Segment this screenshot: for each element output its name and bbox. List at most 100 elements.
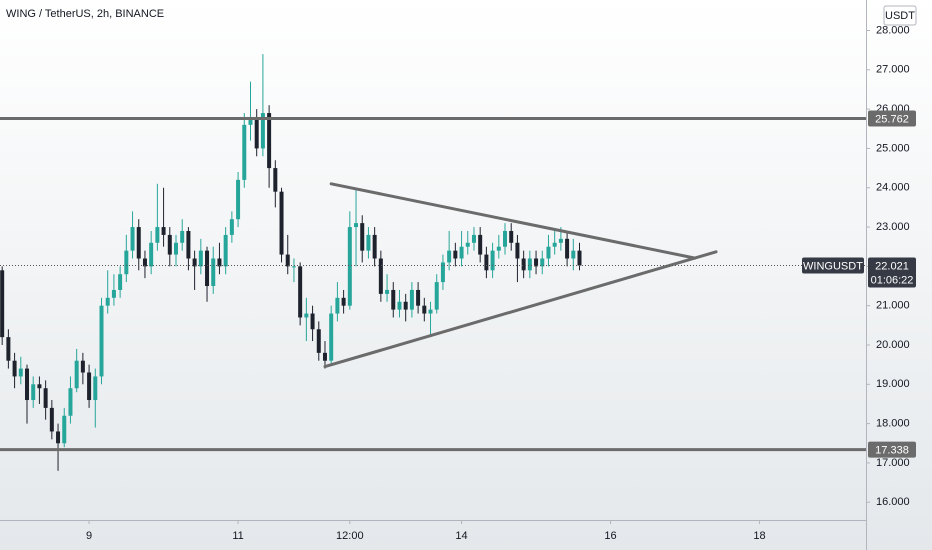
candle-body xyxy=(236,179,241,220)
level-label: 17.338 xyxy=(875,445,909,457)
candle-body xyxy=(87,372,92,401)
candle-body xyxy=(291,266,296,268)
candle-body xyxy=(279,191,284,255)
candle-body xyxy=(515,242,520,259)
candle-body xyxy=(341,297,346,306)
candle-body xyxy=(18,368,23,377)
y-tick-label: 16.000 xyxy=(876,496,910,508)
level-label-box xyxy=(868,441,916,458)
currency: USDT xyxy=(885,10,915,22)
candle-body xyxy=(80,360,85,373)
candle-body xyxy=(254,116,259,149)
level-label-box xyxy=(868,110,916,127)
candle-body xyxy=(142,258,147,267)
candle-body xyxy=(471,234,476,243)
candle-body xyxy=(93,376,98,401)
candle-body xyxy=(409,289,414,310)
x-tick-label: 18 xyxy=(753,530,765,542)
trendline xyxy=(323,250,718,369)
candle-body xyxy=(25,368,30,401)
candle-body xyxy=(546,246,551,259)
x-tick-label: 14 xyxy=(455,530,467,542)
candle-body xyxy=(540,258,545,267)
candle-body xyxy=(490,250,495,271)
y-tick-label: 23.000 xyxy=(876,221,910,233)
symbol-label-box xyxy=(802,257,864,274)
candle-body xyxy=(62,415,67,444)
candle-body xyxy=(484,254,489,271)
candle-body xyxy=(242,124,247,180)
y-tick-label: 24.000 xyxy=(876,182,910,194)
candle-body xyxy=(217,258,222,267)
candle-body xyxy=(434,282,439,310)
candle-body xyxy=(428,309,433,314)
candle-body xyxy=(273,168,278,192)
candle-body xyxy=(577,250,582,266)
candle-body xyxy=(465,242,470,247)
candle-body xyxy=(366,234,371,251)
x-tick-label: 11 xyxy=(232,530,243,542)
candle-body xyxy=(422,305,427,314)
y-tick-label: 17.000 xyxy=(876,457,910,469)
last-price-label: 22.021 xyxy=(875,260,909,272)
candle-body xyxy=(198,250,203,267)
candle-body xyxy=(6,337,11,361)
y-tick-label: 25.000 xyxy=(876,142,910,154)
candle-body xyxy=(223,234,228,267)
y-tick-label: 27.000 xyxy=(876,64,910,76)
candle-body xyxy=(565,238,570,259)
candle-body xyxy=(161,227,166,235)
candle-body xyxy=(136,227,141,259)
candle-body xyxy=(105,297,110,306)
candle-body xyxy=(56,431,61,444)
candle-body xyxy=(118,274,123,290)
x-tick-label: 16 xyxy=(604,530,616,542)
candle-body xyxy=(496,246,501,251)
candle-body xyxy=(527,258,532,271)
candle-body xyxy=(37,384,42,389)
candle-body xyxy=(192,258,197,267)
candle-body xyxy=(248,116,253,125)
candle-body xyxy=(31,384,36,401)
candle-body xyxy=(124,250,129,275)
y-tick-label: 21.000 xyxy=(876,300,910,312)
candle-body xyxy=(552,242,557,247)
y-tick-label: 28.000 xyxy=(876,24,910,36)
y-tick-label: 19.000 xyxy=(876,378,910,390)
candle-body xyxy=(459,246,464,259)
candle-body xyxy=(211,258,216,287)
candle-body xyxy=(503,230,508,247)
candle-body xyxy=(322,352,327,361)
candle-body xyxy=(186,230,191,259)
candle-body xyxy=(397,301,402,310)
candle-body xyxy=(440,262,445,283)
candle-body xyxy=(347,227,352,306)
candle-body xyxy=(335,297,340,314)
candle-body xyxy=(130,227,135,251)
candle-body xyxy=(43,388,48,408)
candle-body xyxy=(360,223,365,251)
candle-body xyxy=(316,329,321,353)
candle-body xyxy=(260,113,265,149)
candle-body xyxy=(372,234,377,259)
candle-body xyxy=(180,230,185,243)
candle-body xyxy=(447,250,452,263)
candle-body xyxy=(310,313,315,330)
candle-body xyxy=(304,313,309,318)
candle-body xyxy=(391,289,396,310)
candle-body xyxy=(229,219,234,235)
candle-body xyxy=(99,305,104,377)
currency-box[interactable] xyxy=(883,5,917,26)
candle-body xyxy=(298,266,303,318)
candle-body xyxy=(509,230,514,243)
level-label: 25.762 xyxy=(875,113,909,125)
candle-body xyxy=(571,250,576,259)
x-tick-label: 12:00 xyxy=(336,530,364,542)
candle-body xyxy=(385,289,390,294)
candle-body xyxy=(49,407,54,432)
candle-body xyxy=(453,250,458,259)
y-tick-label: 20.000 xyxy=(876,339,910,351)
candle-body xyxy=(378,258,383,294)
